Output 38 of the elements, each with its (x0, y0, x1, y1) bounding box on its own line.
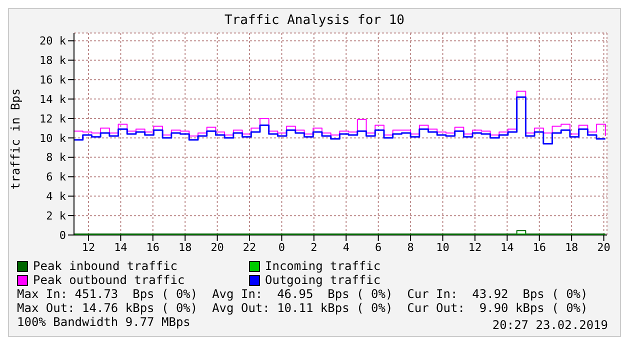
y-tick-label: 18 k (40, 54, 66, 68)
x-tick-label: 14 (114, 240, 128, 254)
y-tick-label: 14 k (40, 92, 66, 106)
y-tick-label: 20 k (40, 34, 66, 48)
x-tick-label: 2 (310, 240, 318, 254)
legend-label: Incoming traffic (264, 259, 382, 273)
x-tick-label: 16 (146, 240, 160, 254)
text: Max In: 451.73 Bps ( 0%) Avg In: 46.95 Bps ( 0%) Cur In: 43.92 Bps ( 0%) (17, 287, 588, 301)
y-tick-label: 0 (59, 228, 66, 242)
x-tick-label: 18 (564, 240, 578, 254)
x-tick-label: 16 (532, 240, 546, 254)
legend-label: Outgoing traffic (264, 273, 382, 287)
text: Max Out: 14.76 kBps ( 0%) Avg Out: 10.11 kBps ( 0%) Cur Out: 9.90 kBps ( 0%) (17, 301, 588, 315)
y-tick-label: 8 k (46, 151, 66, 164)
y-tick-label: 4 k (46, 190, 66, 204)
x-tick-label: 4 (342, 240, 350, 254)
x-tick-label: 12 (82, 240, 96, 254)
x-tick-label: 12 (468, 240, 482, 254)
y-tick-label: 2 k (46, 209, 66, 222)
y-tick-label: 6 k (46, 170, 66, 184)
x-tick-label: 10 (436, 240, 450, 254)
text: 100% Bandwidth 9.77 MBps (17, 315, 190, 329)
x-tick-label: 18 (178, 240, 192, 254)
x-tick-label: 0 (278, 240, 286, 254)
y-tick-label: 12 k (40, 112, 66, 126)
y-tick-label: 10 k (40, 132, 66, 145)
chart-title: Traffic Analysis for 10 (223, 12, 406, 28)
legend-label: Peak outbound traffic (32, 273, 186, 287)
y-axis-title: traffic in Bps (9, 88, 23, 190)
x-tick-label: 20 (597, 240, 610, 254)
x-tick-label: 20 (210, 240, 224, 254)
text: 20:27 23.02.2019 (492, 318, 608, 332)
x-tick-label: 14 (500, 240, 514, 254)
x-tick-label: 6 (375, 240, 382, 254)
x-tick-label: 8 (407, 240, 414, 254)
x-tick-label: 22 (242, 240, 256, 254)
y-tick-label: 16 k (40, 74, 66, 87)
legend-label: Peak inbound traffic (32, 259, 178, 273)
